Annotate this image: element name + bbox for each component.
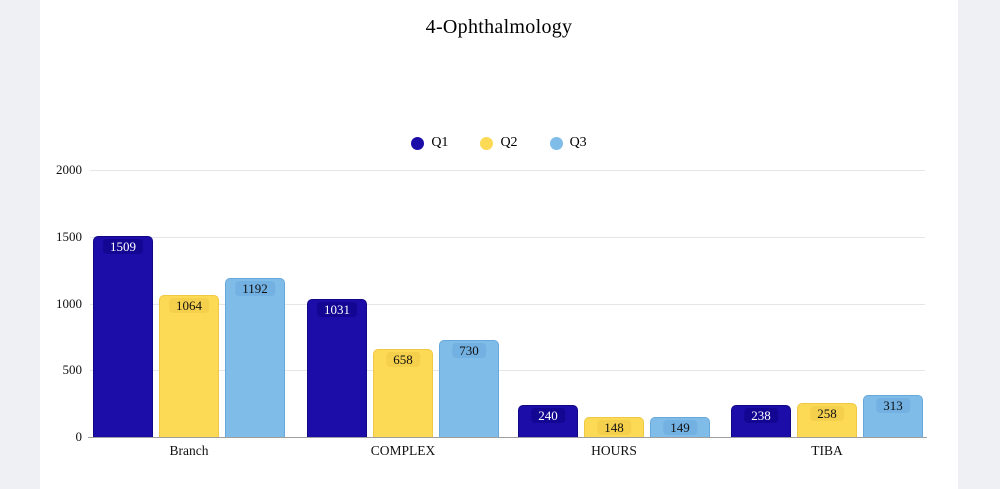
gridline-1000 [90, 303, 925, 305]
chart-card: 4-Ophthalmology Q1 Q2 Q3 0 500 1000 1500 2000 1… [40, 0, 958, 489]
legend-label: Q3 [569, 135, 587, 150]
bar-q1-complex[interactable]: 1031 [307, 299, 367, 437]
bar-value-label: 240 [531, 408, 565, 423]
y-axis-tick-label: 2000 [56, 162, 82, 177]
bar-value-label: 1192 [235, 281, 275, 296]
legend-label: Q1 [431, 135, 449, 150]
bar-value-label: 1031 [317, 302, 357, 317]
bar-value-label: 1509 [103, 239, 143, 254]
bar-group-tiba: 238 258 313 [731, 170, 923, 437]
bar-value-label: 1064 [169, 298, 209, 313]
bar-q1-branch[interactable]: 1509 [93, 236, 153, 437]
bar-q1-hours[interactable]: 240 [518, 405, 578, 437]
bar-q3-complex[interactable]: 730 [439, 340, 499, 437]
plot-area: 0 500 1000 1500 2000 1509 1064 1192 Branch 1031 65… [56, 163, 927, 458]
bar-value-label: 258 [810, 406, 844, 421]
bar-q2-complex[interactable]: 658 [373, 349, 433, 437]
bar-value-label: 238 [744, 408, 778, 423]
legend-item-q1[interactable]: Q1 [411, 135, 448, 151]
gridline-500 [90, 370, 925, 372]
bar-value-label: 658 [386, 352, 420, 367]
legend-swatch-icon [411, 136, 425, 150]
legend-item-q2[interactable]: Q2 [480, 135, 518, 151]
x-axis-line [88, 437, 927, 438]
x-axis-category-label: TIBA [811, 443, 843, 458]
x-axis-category-label: HOURS [591, 443, 637, 458]
y-axis-tick-label: 1500 [56, 228, 82, 244]
legend-item-q3[interactable]: Q3 [549, 135, 587, 151]
y-axis-tick-label: 1000 [56, 295, 82, 311]
bar-q3-hours[interactable]: 149 [650, 417, 710, 437]
bar-group-branch: 1509 1064 1192 [93, 170, 285, 437]
gridline-2000 [90, 170, 925, 171]
bar-value-label: 148 [597, 420, 631, 435]
bar-q2-hours[interactable]: 148 [584, 417, 644, 437]
y-axis-tick-label: 500 [62, 362, 83, 378]
bar-value-label: 730 [452, 343, 486, 358]
bar-q1-tiba[interactable]: 238 [731, 405, 791, 437]
y-axis-tick-label: 0 [75, 429, 83, 444]
x-axis-category-label: COMPLEX [370, 443, 436, 458]
bar-group-complex: 1031 658 730 [307, 170, 499, 437]
gridline-1500 [90, 236, 925, 238]
legend: Q1 Q2 Q3 [40, 135, 958, 151]
bar-value-label: 313 [876, 398, 910, 413]
bar-group-hours: 240 148 149 [518, 170, 710, 437]
bar-q2-branch[interactable]: 1064 [159, 295, 219, 437]
chart-title: 4-Ophthalmology [425, 16, 573, 38]
legend-label: Q2 [500, 135, 518, 150]
legend-swatch-icon [549, 136, 563, 150]
x-axis-category-label: Branch [169, 443, 209, 458]
bar-q3-tiba[interactable]: 313 [863, 395, 923, 437]
bar-value-label: 149 [663, 420, 697, 435]
legend-swatch-icon [480, 136, 494, 150]
bar-q3-branch[interactable]: 1192 [225, 278, 285, 437]
bar-q2-tiba[interactable]: 258 [797, 403, 857, 437]
